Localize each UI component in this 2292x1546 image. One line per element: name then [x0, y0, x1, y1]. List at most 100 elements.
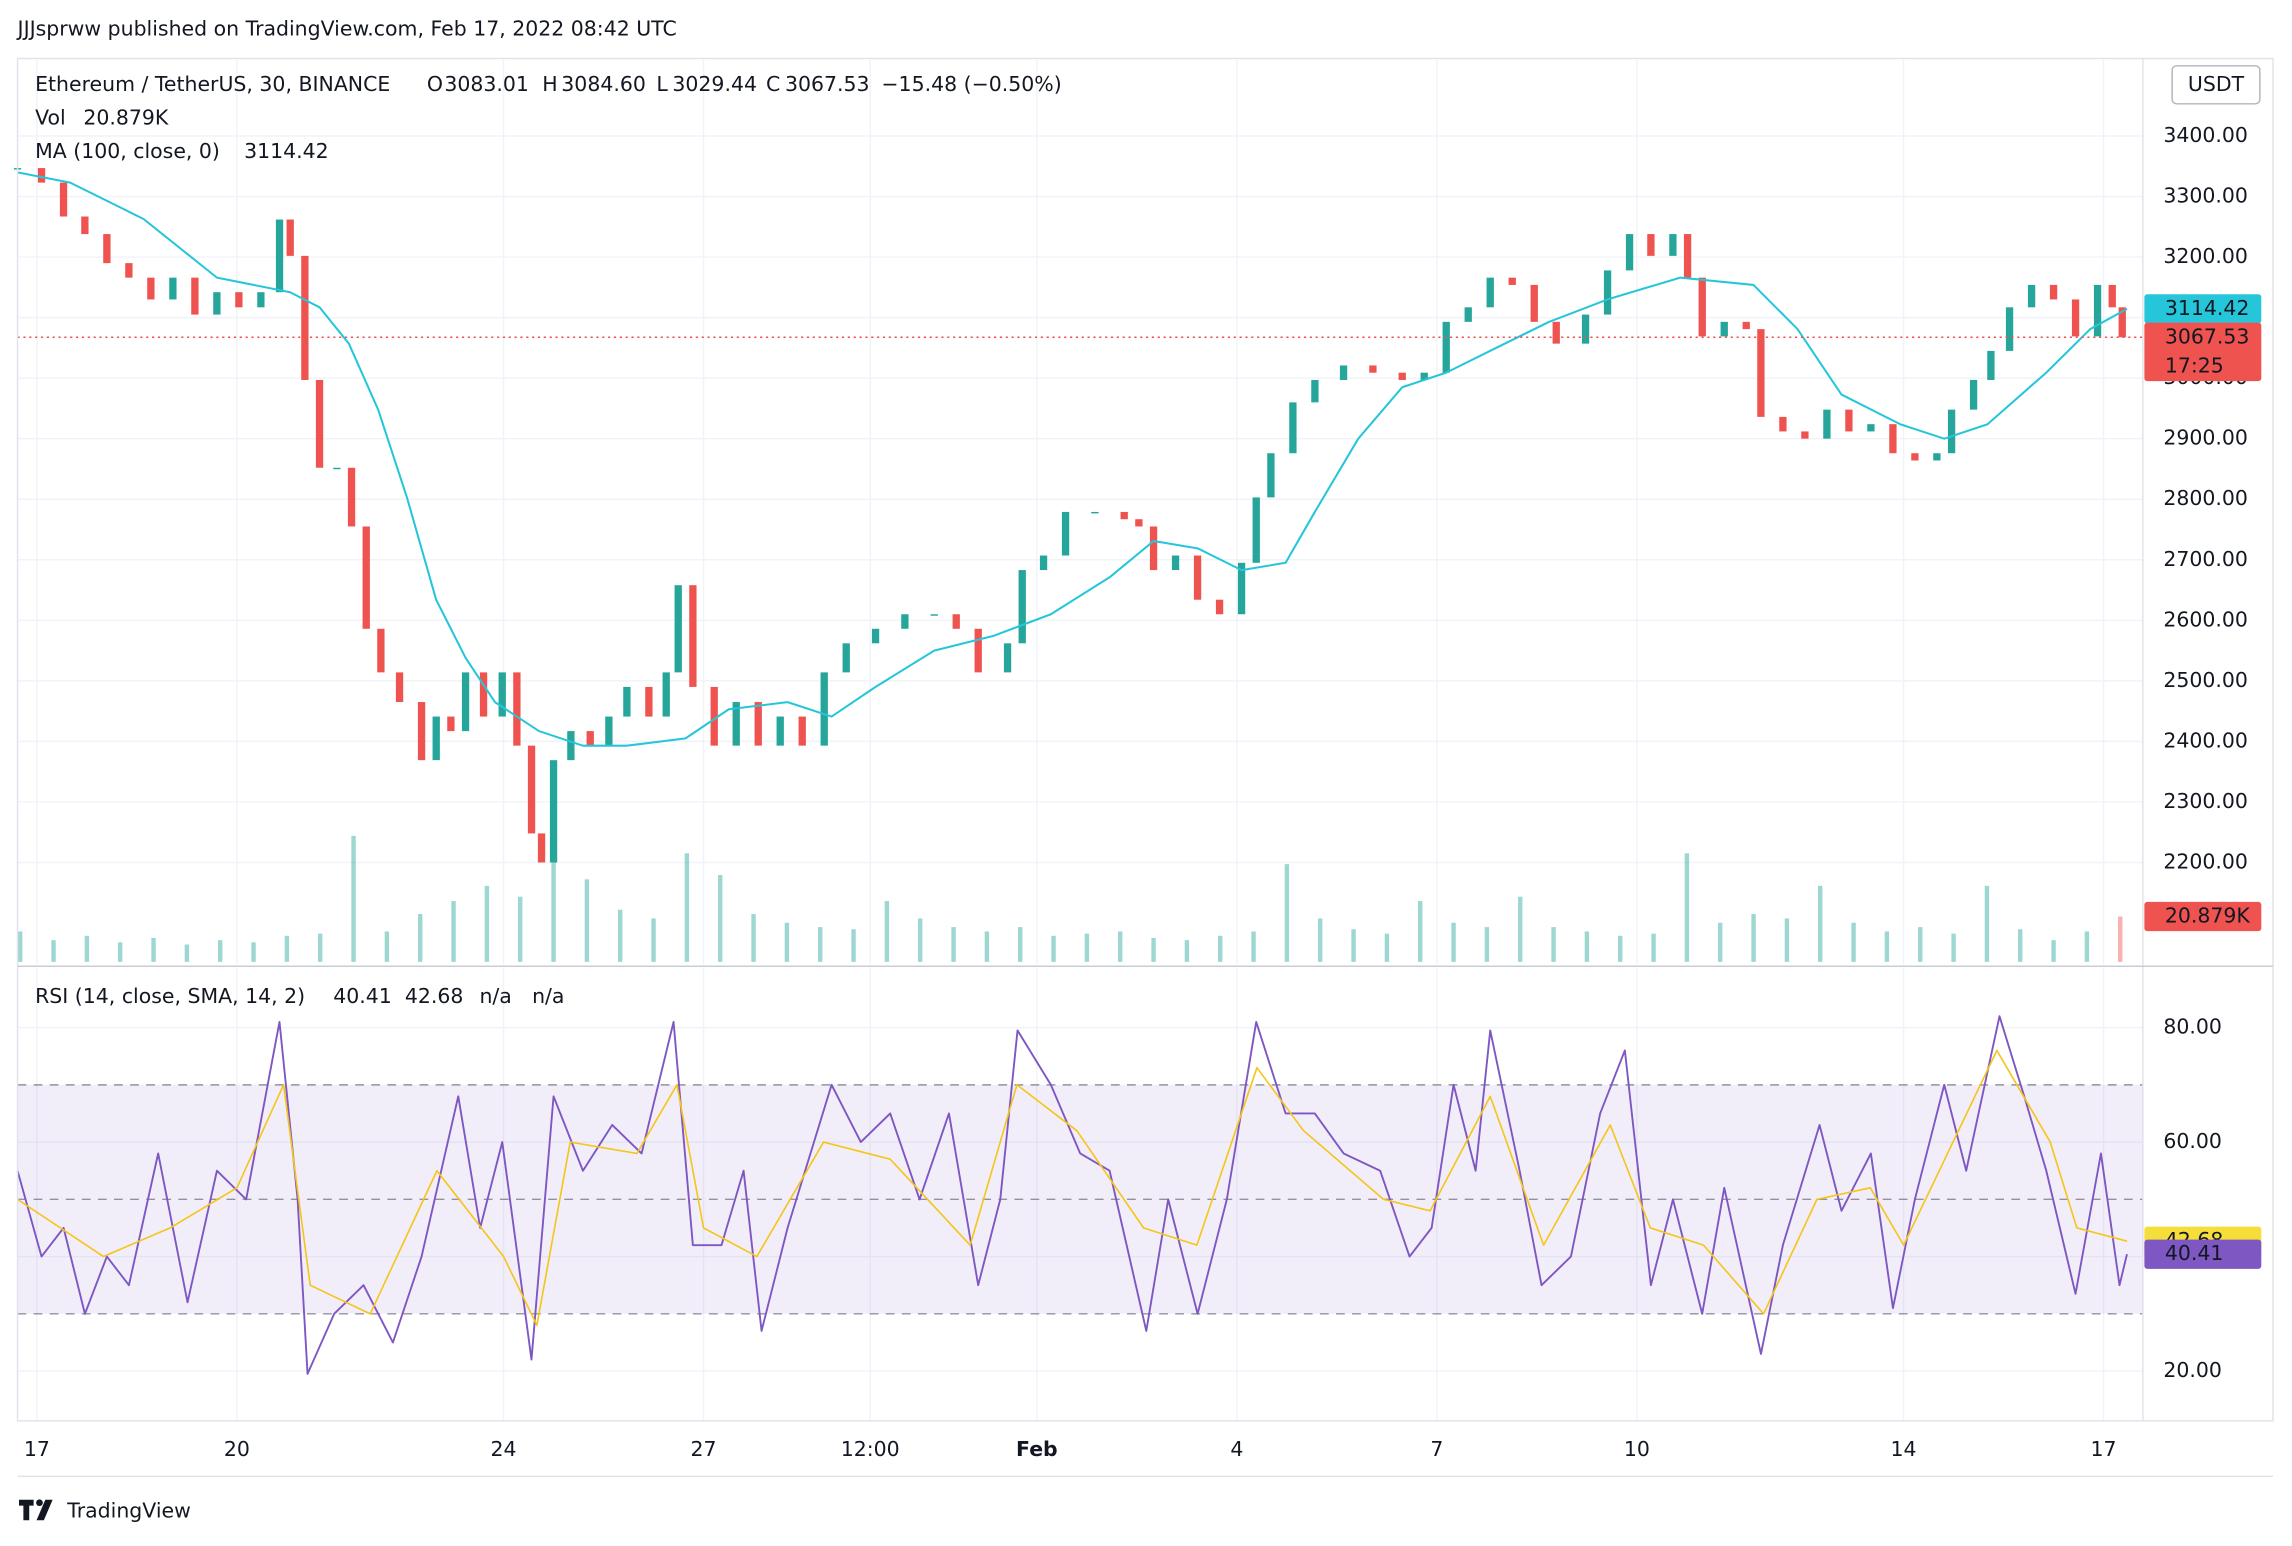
candle: [301, 255, 309, 380]
volume-bar: [51, 940, 56, 962]
candle: [498, 672, 506, 717]
candle: [1289, 402, 1297, 454]
candle: [1464, 307, 1472, 322]
volume-bar: [784, 922, 790, 962]
candle: [674, 585, 682, 673]
x-tick-label: 20: [224, 1437, 250, 1461]
candle: [1867, 424, 1875, 432]
candle: [257, 292, 265, 308]
volume-tag-bg: [2144, 901, 2262, 932]
price-change: −15.48 (−0.50%): [881, 72, 1061, 96]
candle: [362, 526, 370, 629]
candle: [1625, 234, 1634, 271]
candle: [461, 672, 470, 732]
volume-tag: 20.879K: [2165, 904, 2251, 928]
symbol-title: Ethereum / TetherUS, 30, BINANCE: [35, 72, 390, 96]
candle: [479, 672, 488, 717]
candle: [1252, 497, 1260, 563]
candle: [1552, 321, 1560, 344]
candle: [377, 628, 385, 673]
rsi-sma-line: [17, 1049, 2128, 1327]
x-tick-label: 4: [1230, 1437, 1243, 1461]
volume-bar: [1818, 885, 1823, 962]
y-tick-label: 3300.00: [2163, 184, 2248, 208]
volume-bar: [1451, 922, 1456, 962]
volume-bar: [1151, 937, 1156, 962]
volume-legend-value: 20.879K: [83, 105, 169, 129]
candle: [213, 292, 221, 315]
volume-bar: [451, 901, 456, 962]
volume-bar: [1284, 864, 1290, 962]
volume-bar: [1751, 914, 1756, 962]
candle: [103, 234, 111, 264]
candle: [689, 585, 697, 687]
y-tick-label: 60.00: [2163, 1129, 2222, 1153]
currency-box[interactable]: [2171, 65, 2261, 105]
last-price-tag-bg: [2144, 322, 2262, 382]
candle: [710, 686, 718, 746]
volume-bar: [2051, 940, 2056, 962]
candle: [1398, 372, 1406, 380]
last-price-tag-countdown: 17:25: [2165, 354, 2224, 378]
volume-bar: [151, 937, 156, 962]
candle: [286, 219, 294, 256]
x-tick-label: 24: [491, 1437, 517, 1461]
chart-frame: [16, 57, 2274, 1422]
candle: [125, 263, 133, 278]
candle: [798, 716, 806, 746]
candle: [1698, 277, 1706, 337]
volume-bar: [518, 896, 523, 962]
rsi-line: [16, 1015, 2128, 1375]
volume-legend: Vol: [35, 105, 66, 129]
candle: [871, 628, 880, 644]
volume-bar: [551, 842, 556, 962]
candle: [754, 702, 762, 746]
rsi-legend: RSI (14, close, SMA, 14, 2): [35, 984, 305, 1008]
candle: [347, 467, 356, 527]
candle: [1669, 234, 1677, 256]
volume-bar: [1218, 935, 1223, 962]
candle: [527, 745, 536, 834]
y-tick-label: 3400.00: [2163, 123, 2248, 147]
x-tick-label: Feb: [1016, 1437, 1058, 1461]
volume-bar: [84, 935, 90, 962]
volume-bar: [1418, 901, 1423, 962]
ohlc-value: 3083.01: [444, 72, 529, 96]
candle: [275, 219, 284, 293]
candle: [605, 716, 613, 746]
candle: [1987, 350, 1995, 380]
volume-bar: [884, 901, 890, 962]
brand-name: TradingView: [66, 1498, 191, 1522]
volume-bar: [1951, 933, 1956, 962]
candle: [1969, 379, 1978, 410]
volume-bar: [1884, 931, 1890, 962]
candle: [2071, 299, 2080, 337]
y-tick-label: 20.00: [2163, 1358, 2222, 1382]
volume-bar: [1118, 931, 1123, 962]
candle: [662, 672, 670, 717]
mark-layer: [13, 168, 2143, 1375]
candle: [81, 216, 89, 235]
volume-bar: [18, 931, 23, 962]
candle: [1508, 277, 1516, 285]
brand: TradingView: [19, 1498, 191, 1522]
candle: [1237, 562, 1246, 615]
candle: [1420, 372, 1428, 380]
volume-bar: [851, 929, 856, 962]
candle: [1039, 555, 1048, 571]
volume-bar: [2084, 931, 2090, 962]
rsi-legend-na: n/a: [479, 984, 511, 1008]
volume-bar: [1318, 918, 1323, 962]
candle: [549, 760, 558, 863]
x-tick-label: 7: [1430, 1437, 1443, 1461]
candle: [2005, 307, 2014, 351]
candle: [952, 614, 960, 629]
volume-bar: [351, 835, 356, 962]
brand-logo: [19, 1499, 53, 1521]
volume-bar: [1051, 935, 1056, 962]
volume-bar: [1351, 929, 1356, 962]
y-tick-label: 2200.00: [2163, 849, 2248, 873]
candle: [1742, 321, 1750, 330]
volume-bar: [918, 918, 923, 962]
